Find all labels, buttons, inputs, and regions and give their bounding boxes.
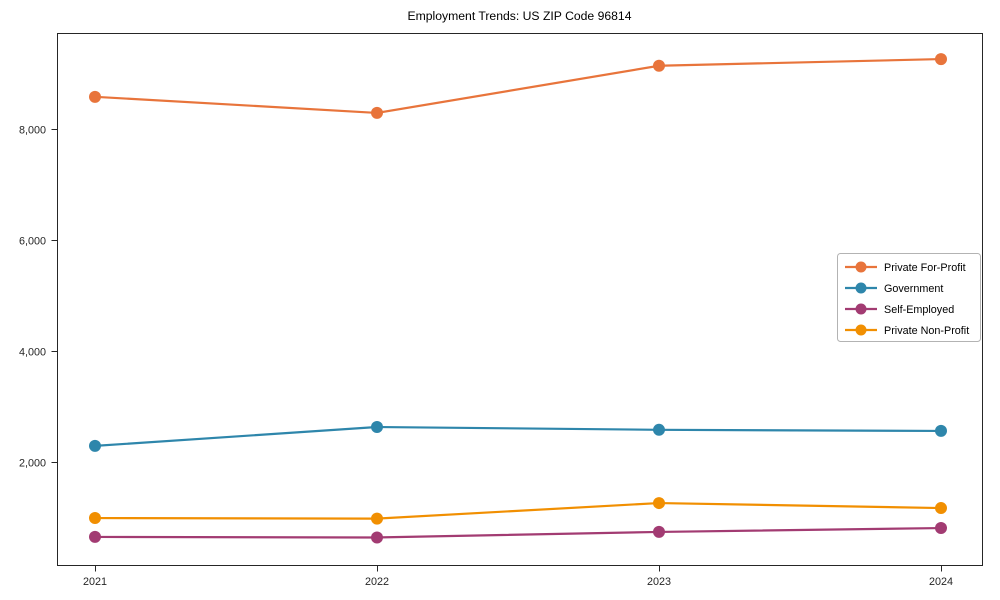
data-point-self-employed [653, 525, 665, 538]
data-point-self-employed [935, 522, 947, 535]
data-point-self-employed [371, 531, 383, 544]
legend-marker-dot-government [855, 282, 867, 294]
data-point-private-for-profit [89, 90, 101, 103]
x-tick-label: 2021 [83, 576, 107, 588]
chart-title: Employment Trends: US ZIP Code 96814 [407, 9, 632, 23]
legend-label-government: Government [884, 283, 943, 295]
data-point-private-non-profit [89, 512, 101, 525]
x-tick-label: 2024 [929, 576, 953, 588]
legend-label-private-for-profit: Private For-Profit [884, 262, 966, 274]
data-point-self-employed [89, 530, 101, 543]
legend-box [837, 253, 981, 342]
series-line-government [94, 425, 942, 447]
x-tick-label: 2022 [365, 576, 389, 588]
data-point-private-non-profit [371, 512, 383, 525]
data-point-private-non-profit [935, 502, 947, 515]
y-tick-label: 4,000 [19, 346, 46, 358]
data-point-government [371, 421, 383, 434]
data-point-private-non-profit [653, 497, 665, 510]
series-line-private-non-profit [94, 501, 942, 520]
x-tick-label: 2023 [647, 576, 671, 588]
legend-label-private-non-profit: Private Non-Profit [884, 325, 969, 337]
y-tick-label: 8,000 [19, 124, 46, 136]
data-point-government [89, 439, 101, 452]
data-point-private-for-profit [935, 53, 947, 66]
y-tick-label: 2,000 [19, 457, 46, 469]
legend-label-self-employed: Self-Employed [884, 304, 954, 316]
legend-marker-dot-private-non-profit [855, 324, 867, 336]
y-tick-label: 6,000 [19, 235, 46, 247]
data-point-private-for-profit [653, 59, 665, 72]
data-point-government [935, 424, 947, 437]
legend-marker-dot-self-employed [855, 303, 867, 315]
legend-marker-dot-private-for-profit [855, 261, 867, 273]
series-line-self-employed [94, 526, 942, 539]
series-line-private-for-profit [94, 57, 942, 115]
data-point-government [653, 423, 665, 436]
data-point-private-for-profit [371, 106, 383, 119]
plot-frame [57, 33, 983, 566]
